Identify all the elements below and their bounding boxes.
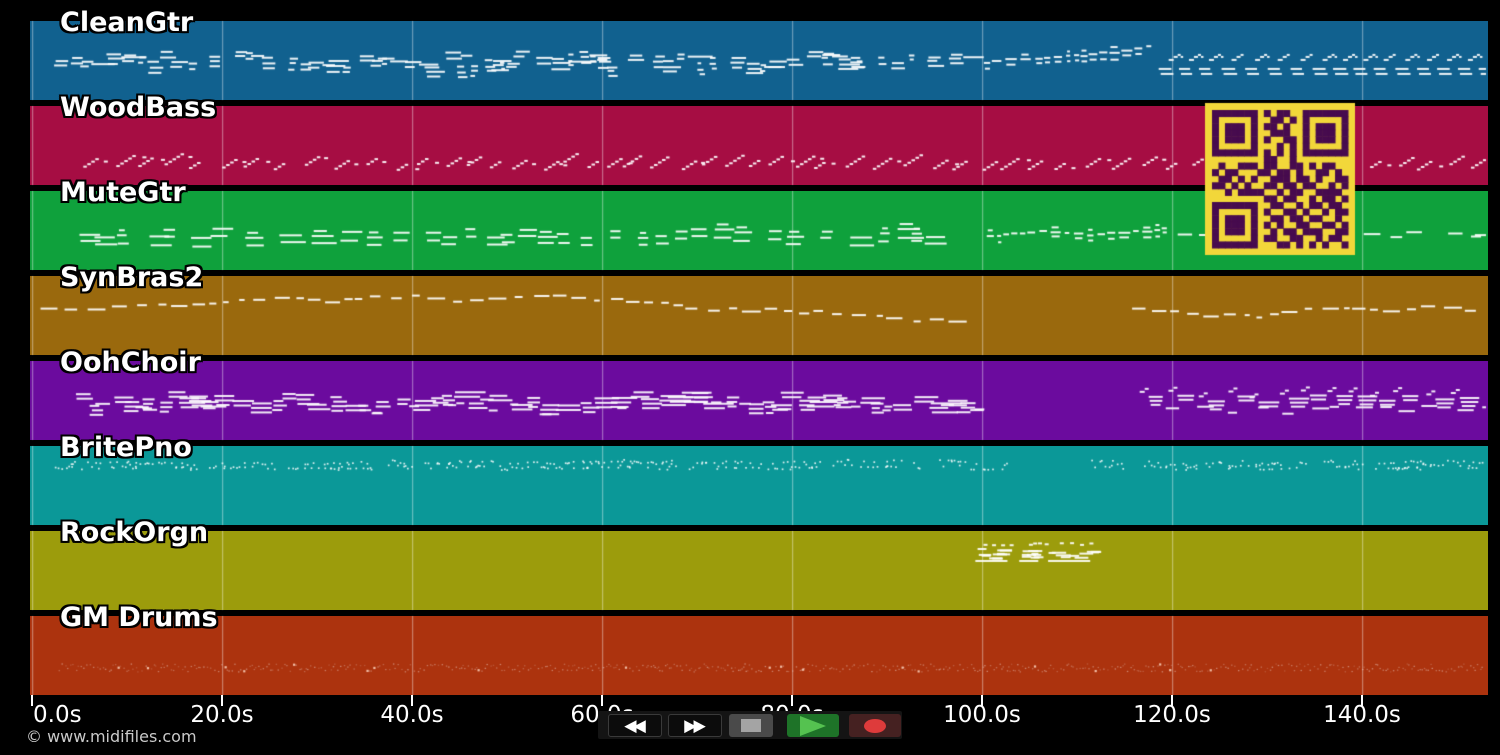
- axis-tick-mark: [221, 695, 223, 706]
- axis-tick-mark: [981, 695, 983, 706]
- track-name-label: SynBras2: [60, 262, 204, 293]
- rewind-icon: ◀◀: [624, 715, 646, 735]
- axis-tick-mark: [791, 695, 793, 706]
- track-name-label: RockOrgn: [60, 517, 209, 548]
- axis-tick-label: 100.0s: [943, 702, 1021, 728]
- fast-forward-button[interactable]: ▶▶: [668, 714, 722, 737]
- axis-tick-label: 20.0s: [190, 702, 254, 728]
- track-name-label: MuteGtr: [60, 177, 186, 208]
- axis-tick-label: 120.0s: [1133, 702, 1211, 728]
- axis-tick-mark: [1361, 695, 1363, 706]
- play-icon: [800, 715, 826, 736]
- track-name-label: OohChoir: [60, 347, 201, 378]
- axis-tick-mark: [1171, 695, 1173, 706]
- axis-tick-label: 0.0s: [33, 702, 82, 728]
- record-button[interactable]: [849, 714, 901, 737]
- axis-tick-mark: [31, 695, 33, 706]
- axis-tick-label: 140.0s: [1323, 702, 1401, 728]
- track-name-label: GM Drums: [60, 602, 218, 633]
- stop-icon: [741, 719, 761, 732]
- axis-tick-mark: [601, 695, 603, 706]
- track-name-label: BritePno: [60, 432, 192, 463]
- axis-tick-mark: [411, 695, 413, 706]
- fast-forward-icon: ▶▶: [684, 715, 706, 735]
- transport-bar: ◀◀ ▶▶: [598, 711, 902, 739]
- play-button[interactable]: [787, 714, 839, 737]
- stop-button[interactable]: [729, 714, 773, 737]
- track-name-label: WoodBass: [60, 92, 217, 123]
- axis-tick-label: 40.0s: [380, 702, 444, 728]
- track-name-label: CleanGtr: [60, 7, 194, 38]
- rewind-button[interactable]: ◀◀: [608, 714, 662, 737]
- watermark-text: © www.midifiles.com: [26, 727, 197, 746]
- record-icon: [864, 718, 886, 733]
